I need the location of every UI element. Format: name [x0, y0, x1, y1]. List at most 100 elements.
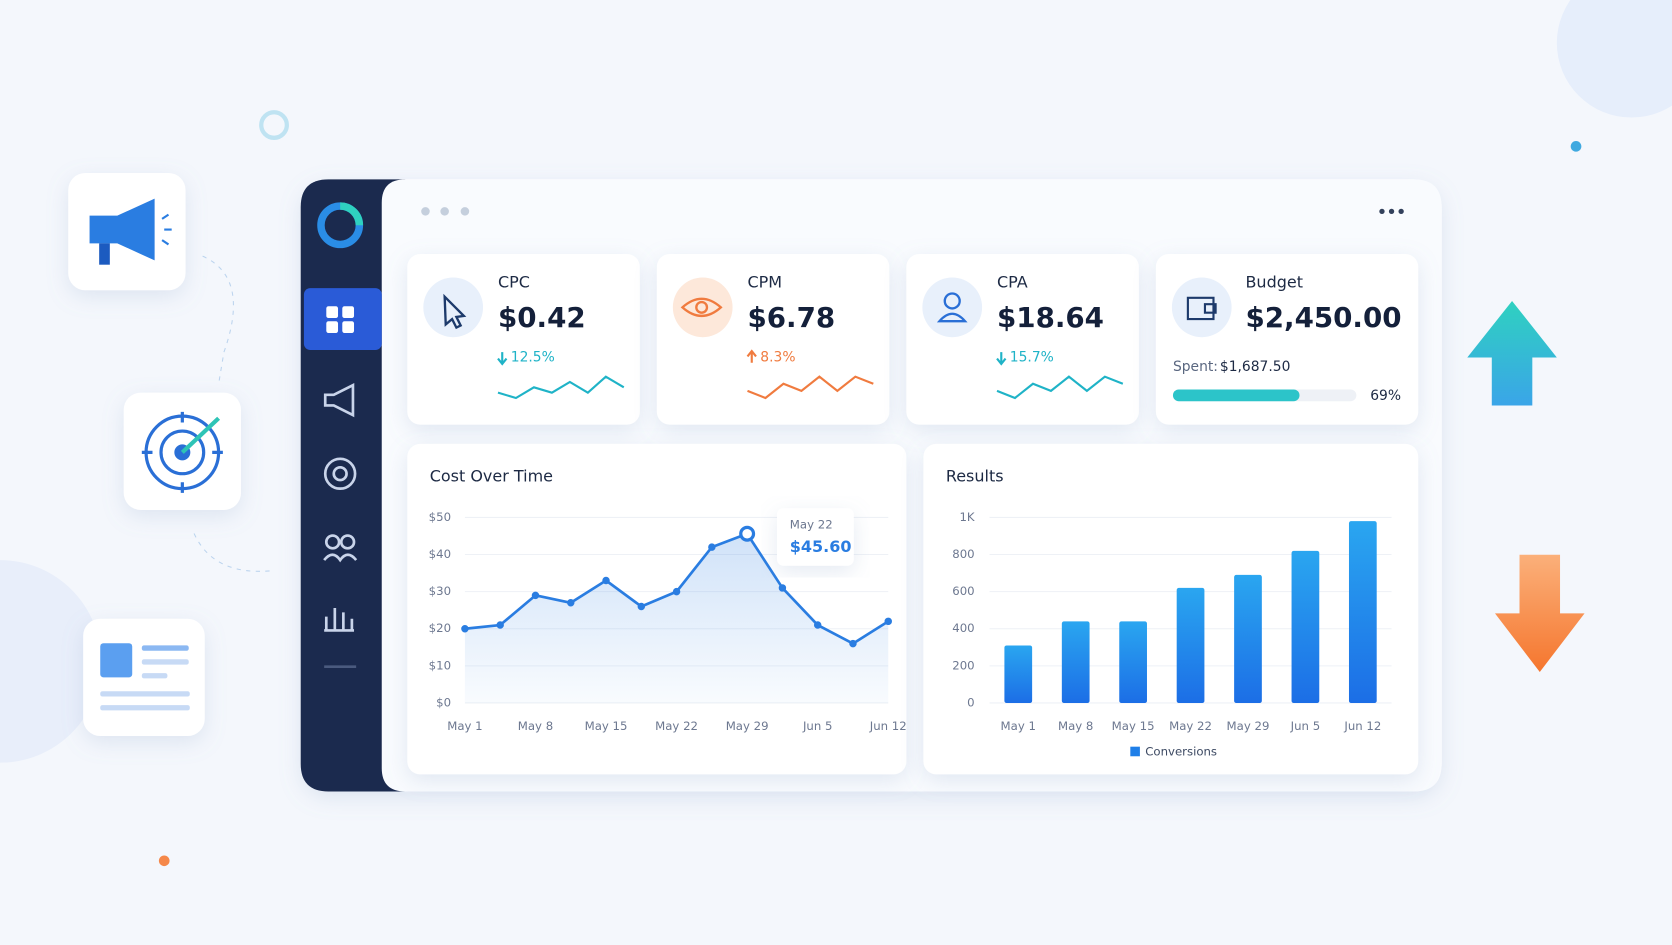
connector — [193, 533, 272, 572]
x-tick-label: Jun 12 — [869, 719, 907, 733]
y-tick-label: 600 — [952, 584, 974, 598]
bar — [1119, 621, 1147, 703]
point — [672, 587, 681, 596]
progress-bar — [1172, 389, 1300, 402]
point — [813, 621, 822, 629]
x-tick-label: May 29 — [726, 719, 769, 733]
connector — [202, 255, 234, 385]
y-tick-label: $20 — [429, 621, 451, 635]
tooltip-date: May 22 — [790, 518, 833, 532]
budget-icon-bg — [1171, 277, 1232, 338]
spent-label: Spent: — [1173, 359, 1218, 375]
up-arrow — [1467, 300, 1557, 406]
point — [567, 599, 575, 607]
kpi-value: $6.78 — [747, 301, 835, 334]
kpi-icon — [680, 297, 723, 318]
kpi-label: CPM — [747, 272, 782, 291]
sparkline — [497, 375, 625, 400]
kpi-change: 12.5% — [511, 349, 555, 365]
y-tick-label: 200 — [952, 658, 974, 672]
document-icon — [100, 643, 190, 711]
y-tick-label: 0 — [967, 695, 974, 709]
point — [602, 576, 610, 585]
chart-title: Results — [946, 466, 1004, 485]
point — [739, 525, 756, 542]
megaphone-icon — [89, 198, 172, 265]
x-tick-label: May 8 — [518, 719, 553, 733]
kpi-change: 8.3% — [760, 349, 795, 365]
chart-title: Cost Over Time — [430, 466, 553, 485]
point — [778, 584, 787, 592]
trend-arrow — [746, 349, 757, 363]
x-tick-label: May 29 — [1227, 719, 1270, 733]
bar — [1061, 621, 1090, 703]
window-dots — [421, 207, 470, 216]
kpi-value: $18.64 — [997, 301, 1104, 334]
nav-dashboard-icon — [326, 306, 355, 333]
y-tick-label: $30 — [429, 584, 451, 598]
kpi-change: 15.7% — [1010, 349, 1054, 365]
y-tick-label: 400 — [952, 621, 974, 635]
y-tick-label: $40 — [429, 547, 451, 561]
x-tick-label: May 15 — [1112, 719, 1155, 733]
point — [708, 543, 716, 551]
sparkline — [996, 375, 1124, 400]
x-tick-label: May 15 — [585, 719, 628, 733]
y-tick-label: 1K — [959, 510, 974, 524]
y-tick-label: $0 — [436, 695, 451, 709]
blob — [1556, 0, 1672, 118]
point — [884, 617, 892, 626]
kpi-value: $0.42 — [498, 301, 586, 334]
legend-swatch — [1130, 746, 1140, 757]
trend-arrow — [996, 352, 1007, 366]
y-tick-label: $50 — [429, 510, 451, 524]
kpi-icon-bg — [423, 277, 484, 338]
spent-value: $1,687.50 — [1220, 359, 1291, 375]
menu-button[interactable] — [1379, 208, 1404, 215]
budget-icon — [1186, 296, 1217, 321]
dot — [1570, 141, 1582, 152]
budget-label: Budget — [1245, 272, 1303, 291]
bar — [1176, 587, 1205, 703]
bar — [1348, 521, 1377, 703]
point — [496, 621, 504, 629]
x-tick-label: May 1 — [1001, 719, 1036, 733]
legend-label: Conversions — [1145, 745, 1217, 759]
y-tick-label: 800 — [952, 547, 974, 561]
area — [464, 533, 889, 703]
bar — [1004, 645, 1033, 703]
progress-label: 69% — [1370, 388, 1401, 404]
logo — [339, 202, 364, 226]
dot — [158, 855, 170, 867]
kpi-icon-bg — [672, 277, 733, 338]
x-tick-label: May 8 — [1058, 719, 1093, 733]
kpi-icon — [443, 293, 467, 330]
ring — [259, 110, 289, 140]
point — [461, 625, 469, 633]
y-tick-label: $10 — [429, 658, 451, 672]
tooltip — [776, 508, 854, 566]
down-arrow — [1494, 554, 1585, 673]
sparkline — [747, 375, 874, 400]
kpi-icon — [936, 292, 968, 323]
x-tick-label: Jun 5 — [802, 719, 833, 733]
bar — [1234, 574, 1262, 703]
kpi-label: CPA — [997, 272, 1028, 291]
point — [849, 639, 857, 648]
x-tick-label: Jun 12 — [1343, 719, 1381, 733]
point — [531, 591, 540, 600]
nav-icons[interactable] — [323, 383, 358, 669]
x-tick-label: May 22 — [655, 719, 698, 733]
bar — [1291, 550, 1320, 703]
x-tick-label: Jun 5 — [1290, 719, 1321, 733]
budget-value: $2,450.00 — [1245, 301, 1401, 334]
blob — [0, 560, 102, 763]
kpi-label: CPC — [498, 272, 530, 291]
point — [637, 602, 646, 611]
nav-dashboard[interactable] — [303, 288, 382, 351]
target-icon — [141, 411, 223, 493]
x-tick-label: May 1 — [447, 719, 482, 733]
trend-arrow — [497, 352, 508, 366]
